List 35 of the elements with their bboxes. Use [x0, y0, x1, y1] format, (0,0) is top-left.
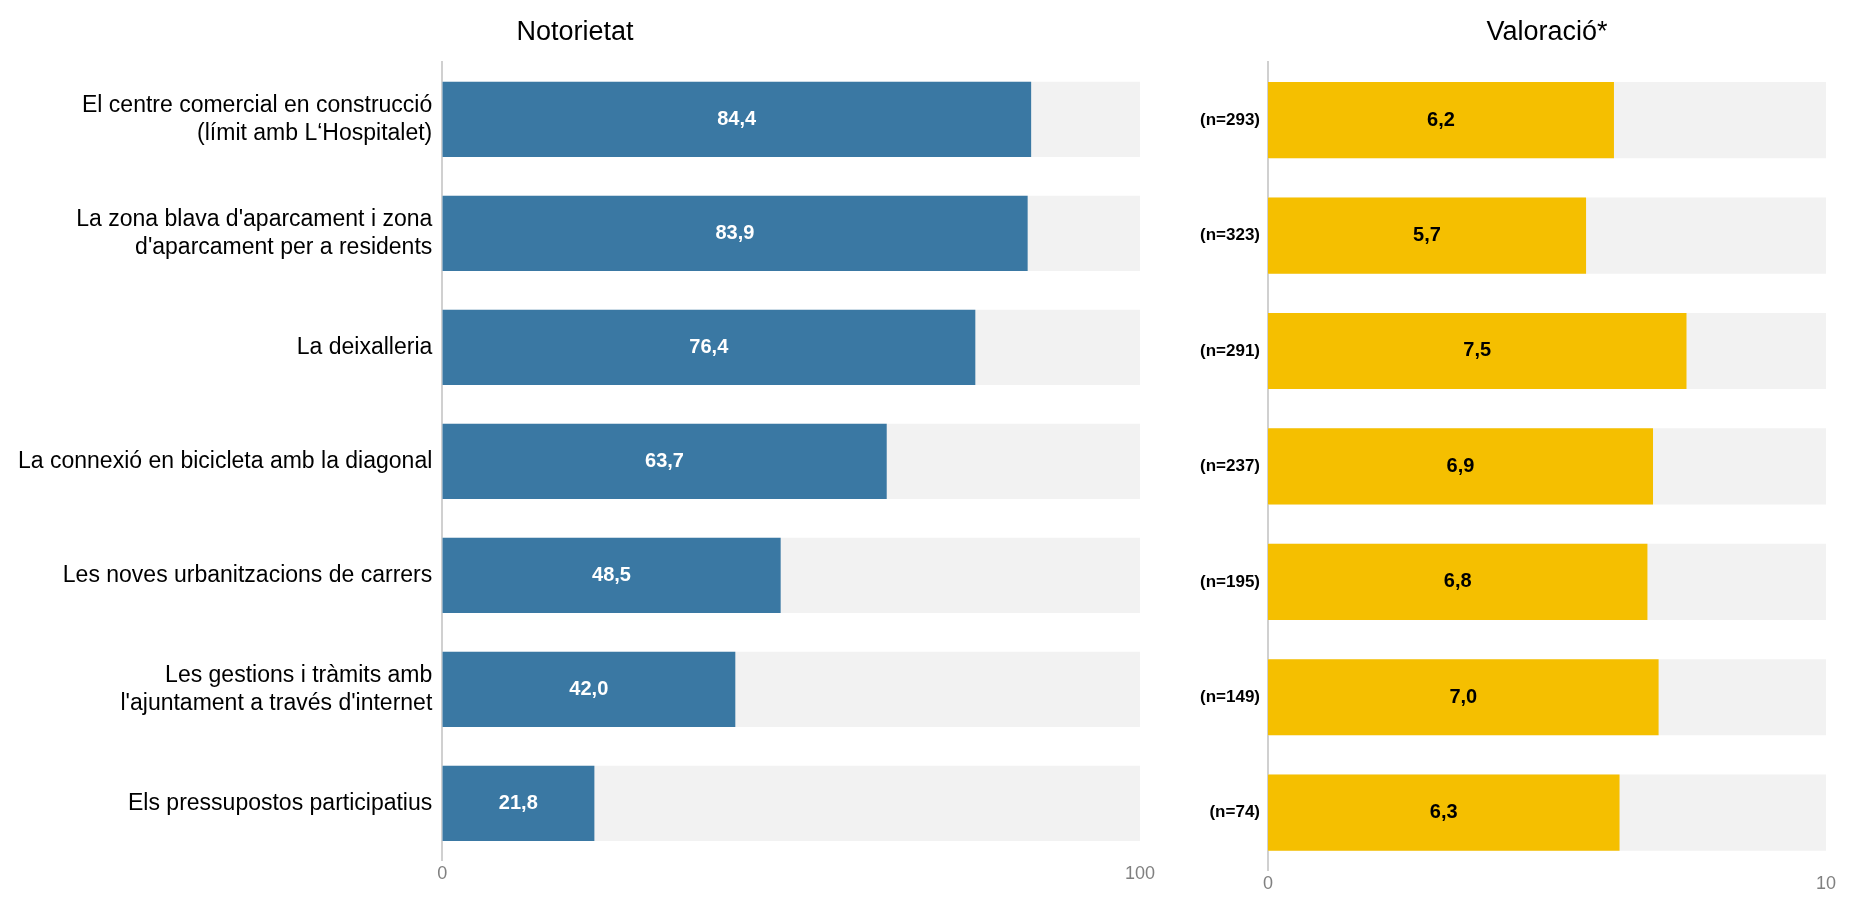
- data-label: 6,8: [1443, 569, 1472, 592]
- text: (n=195): [1200, 571, 1260, 591]
- data-label: 63,7: [645, 448, 684, 471]
- x-tick-label: 0: [437, 863, 448, 884]
- chart-title: Valoració*: [1486, 15, 1609, 46]
- data-label: 42,0: [569, 676, 609, 699]
- text: (n=149): [1200, 686, 1260, 706]
- text: (n=293): [1200, 109, 1260, 129]
- text: (n=291): [1200, 340, 1260, 360]
- data-label: 6,9: [1446, 453, 1475, 476]
- x-tick-label: 100: [1124, 863, 1156, 884]
- y-tick-label: El centre comercial en construcció (límit amb L‘Hospitalet): [82, 90, 433, 145]
- data-label: 6,3: [1429, 800, 1458, 823]
- data-label: 6,2: [1427, 107, 1455, 130]
- y-tick-label: Les gestions i tràmits amb l'ajuntament a través d'internet: [120, 660, 433, 715]
- text: (n=74): [1209, 802, 1260, 822]
- y-tick-label: La zona blava d'aparcament i zona d'aparcament per a residents: [76, 204, 433, 259]
- text: (n=323): [1200, 225, 1260, 245]
- data-label: 7,5: [1463, 338, 1492, 361]
- x-tick-label: 0: [1262, 873, 1274, 894]
- data-label: 76,4: [689, 334, 730, 357]
- data-label: 84,4: [717, 106, 758, 129]
- y-tick-label: La deixalleria: [296, 332, 433, 359]
- data-label: 83,9: [715, 220, 755, 243]
- bar: [442, 765, 595, 842]
- y-tick-label: Els pressupostos participatius: [128, 788, 433, 815]
- x-tick-label: 10: [1815, 873, 1837, 894]
- data-label: 7,0: [1449, 684, 1478, 707]
- text: (n=237): [1200, 456, 1260, 476]
- y-tick-label: La connexió en bicicleta amb la diagonal: [18, 446, 433, 473]
- y-tick-label: Les noves urbanitzacions de carrers: [62, 560, 433, 587]
- chart-title: Notorietat: [516, 15, 635, 46]
- data-label: 5,7: [1413, 223, 1441, 246]
- data-label: 48,5: [592, 562, 631, 585]
- data-label: 21,8: [498, 790, 538, 813]
